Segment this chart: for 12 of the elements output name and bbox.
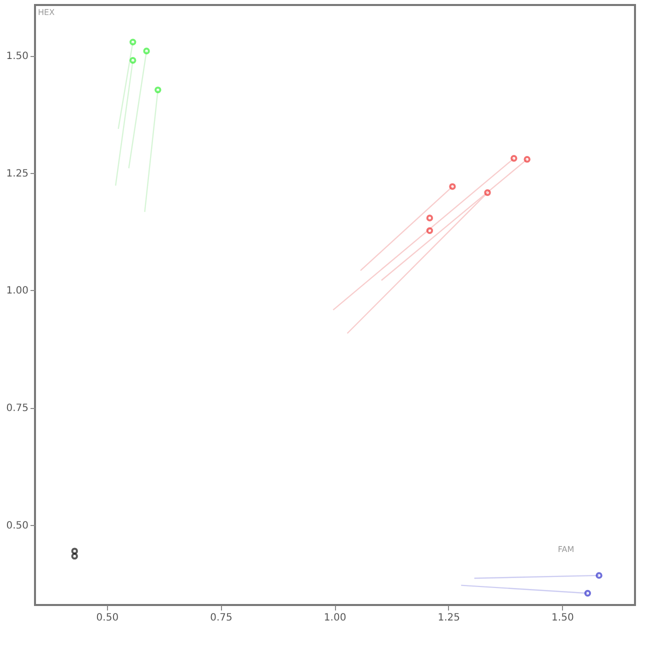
x-axis-title: FAM [558,545,574,554]
y-tick-label: 1.50 [6,51,28,62]
x-tick-label: 0.75 [210,612,232,624]
y-tick-label: 1.25 [6,168,28,180]
x-tick-label: 0.50 [96,612,119,624]
y-axis-title: HEX [38,8,56,17]
y-tick-label: 0.50 [6,520,28,532]
x-tick-label: 1.50 [552,612,574,624]
y-tick-label: 1.00 [6,286,28,297]
x-tick-label: 1.00 [324,612,346,624]
x-tick-label: 1.25 [438,612,460,624]
y-tick-label: 0.75 [6,403,28,414]
